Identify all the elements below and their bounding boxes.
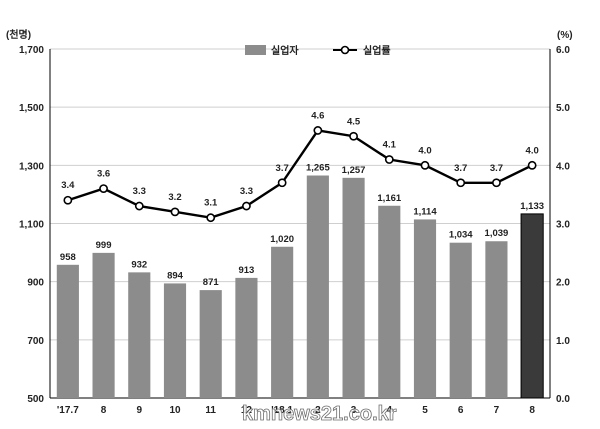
x-tick-label: '17.7 — [57, 405, 79, 416]
rate-value-label: 3.3 — [133, 186, 146, 197]
right-tick-label: 2.0 — [556, 278, 570, 289]
rate-value-label: 3.1 — [204, 198, 218, 209]
legend-bar-swatch — [245, 45, 266, 55]
x-tick-label: 4 — [387, 405, 393, 416]
rate-point — [206, 213, 216, 223]
rate-value-label: 3.7 — [276, 163, 289, 174]
rate-value-label: 3.2 — [168, 192, 181, 203]
bar — [520, 213, 544, 399]
bar — [342, 177, 365, 398]
x-tick-label: 2 — [315, 405, 321, 416]
bar-value-label: 1,020 — [270, 234, 294, 245]
gridlines — [50, 48, 550, 399]
rate-point — [384, 155, 394, 164]
rate-point — [420, 160, 430, 170]
rate-point — [63, 195, 73, 205]
right-tick-label: 1.0 — [556, 336, 570, 347]
left-tick-label: 1,100 — [19, 220, 44, 231]
bar-value-label: 894 — [167, 270, 184, 281]
x-tick-label: 6 — [458, 405, 464, 416]
rate-line — [67, 129, 533, 219]
rate-point — [242, 201, 251, 211]
rate-value-label: 4.6 — [311, 110, 324, 121]
x-tick-label: '18.1 — [271, 405, 293, 416]
legend: 실업자 실업률 — [245, 44, 391, 57]
bar — [306, 175, 329, 398]
x-tick-label: 5 — [422, 405, 428, 416]
legend-bar-label: 실업자 — [271, 44, 299, 57]
watermark: kmnews21.co.kr — [242, 403, 397, 424]
bar — [449, 242, 472, 398]
rate-value-label: 4.0 — [526, 145, 539, 156]
bar-value-label: 1,133 — [520, 201, 544, 212]
x-tick-label: 3 — [351, 405, 357, 416]
right-tick-label: 3.0 — [556, 220, 570, 231]
rate-point — [277, 178, 287, 188]
rate-point — [527, 160, 537, 170]
bar — [128, 272, 151, 398]
rate-value-label: 3.7 — [490, 163, 503, 174]
legend-line-marker — [340, 45, 350, 55]
bar-value-label: 958 — [60, 252, 76, 263]
right-tick-label: 4.0 — [556, 161, 570, 172]
bar-value-label: 1,039 — [485, 228, 509, 239]
bar-value-label: 999 — [96, 240, 112, 251]
left-tick-label: 500 — [27, 394, 44, 405]
right-tick-label: 6.0 — [556, 45, 570, 56]
bar-value-label: 1,161 — [377, 193, 401, 204]
bar-value-label: 913 — [238, 265, 254, 276]
right-axis-unit: (%) — [557, 30, 573, 41]
left-axis-unit: (천명) — [6, 28, 31, 41]
x-tick-label: 9 — [137, 405, 143, 416]
rate-value-label: 4.5 — [347, 116, 361, 127]
left-tick-label: 1,500 — [19, 103, 44, 114]
rate-value-label: 3.7 — [454, 163, 467, 174]
right-tick-label: 0.0 — [556, 394, 570, 405]
rate-value-label: 3.6 — [97, 169, 110, 180]
rate-point — [134, 201, 144, 211]
x-tick-label: 8 — [529, 405, 535, 416]
x-tick-label: 8 — [101, 405, 107, 416]
left-tick-label: 900 — [27, 278, 44, 289]
bar-value-label: 871 — [203, 277, 220, 288]
x-tick-label: 12 — [241, 405, 253, 416]
right-tick-label: 5.0 — [556, 103, 570, 114]
bar — [413, 219, 437, 398]
bar-value-label: 1,114 — [413, 206, 437, 217]
rate-value-label: 4.1 — [383, 140, 397, 151]
bar — [485, 241, 508, 398]
left-tick-label: 700 — [27, 336, 44, 347]
rate-value-label: 4.0 — [418, 145, 431, 156]
bar — [235, 277, 258, 398]
left-tick-label: 1,700 — [19, 45, 44, 56]
rate-point — [456, 178, 466, 188]
bar-value-label: 1,257 — [342, 165, 366, 176]
rate-point — [170, 207, 180, 217]
rate-value-label: 3.3 — [240, 186, 253, 197]
rate-value-label: 3.4 — [61, 180, 75, 191]
bar-value-label: 1,265 — [306, 163, 330, 174]
rate-point — [313, 126, 323, 135]
legend-line-label: 실업률 — [363, 44, 391, 57]
bar — [199, 290, 222, 398]
rate-point — [99, 184, 108, 193]
bar — [163, 283, 187, 398]
bar-value-label: 932 — [131, 259, 147, 270]
rate-point — [492, 178, 501, 188]
bar — [92, 252, 115, 398]
left-tick-label: 1,300 — [19, 161, 44, 172]
x-tick-label: 10 — [169, 405, 181, 416]
line-series: 3.4 3.6 3.3 3.2 3.1 3.3 3.7 4.6 4.5 4.1 4.0 3.7 3.7 4… — [61, 110, 539, 223]
x-tick-label: 11 — [205, 405, 216, 416]
bar-series: 958 999 932 894 871 913 1,020 1,265 1,257 1,161 1,… — [56, 163, 544, 399]
bar — [271, 246, 294, 398]
bar — [56, 264, 79, 398]
x-tick-label: 7 — [494, 405, 500, 416]
rate-point — [349, 131, 358, 141]
bar-value-label: 1,034 — [449, 230, 473, 241]
bar — [378, 205, 401, 398]
